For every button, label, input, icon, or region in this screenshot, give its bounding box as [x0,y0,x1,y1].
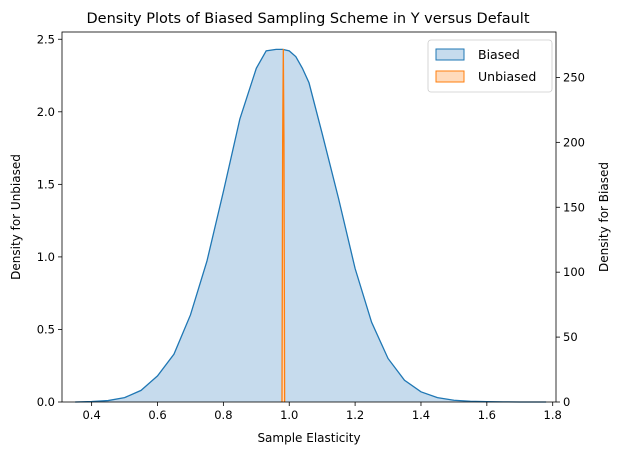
y-left-tick-label: 0.5 [37,322,55,336]
x-tick-label: 1.0 [280,408,298,422]
axes-frame [61,31,557,403]
y-right-tick-label: 200 [563,135,585,149]
x-axis-label: Sample Elasticity [257,431,360,445]
x-tick-label: 1.4 [412,408,430,422]
legend: Biased Unbiased [427,39,553,93]
x-axis: 0.4 0.6 0.8 1.0 1.2 1.4 1.6 1.8 [82,402,562,422]
y-right-tick-label: 0 [563,395,570,409]
y-left-tick-label: 0.0 [37,395,55,409]
y-axis-right: 0 50 100 150 200 250 [556,70,585,409]
x-tick-label: 1.6 [478,408,496,422]
x-tick-label: 1.2 [346,408,364,422]
x-tick-label: 0.6 [148,408,166,422]
y-axis-left: 0.0 0.5 1.0 1.5 2.0 2.5 [37,32,62,409]
y-left-tick-label: 2.0 [37,105,55,119]
y-axis-left-label: Density for Unbiased [9,154,23,280]
series-unbiased-line [281,48,286,403]
chart-title: Density Plots of Biased Sampling Scheme … [86,11,529,27]
legend-swatch-unbiased [435,70,465,83]
y-right-tick-label: 150 [563,200,585,214]
legend-label-biased: Biased [478,47,520,62]
y-left-tick-label: 2.5 [37,32,55,46]
series-biased-line [75,48,547,403]
y-left-tick-label: 1.0 [37,250,55,264]
y-right-tick-label: 100 [563,265,585,279]
y-right-tick-label: 250 [563,70,585,84]
x-tick-label: 0.4 [82,408,100,422]
legend-label-unbiased: Unbiased [478,69,536,84]
y-axis-right-label: Density for Biased [597,162,611,272]
y-right-tick-label: 50 [563,330,578,344]
plot-area [75,48,547,403]
series-biased-area [75,49,547,402]
y-left-tick-label: 1.5 [37,177,55,191]
x-tick-label: 0.8 [214,408,232,422]
legend-swatch-biased [435,48,465,61]
x-tick-label: 1.8 [544,408,562,422]
